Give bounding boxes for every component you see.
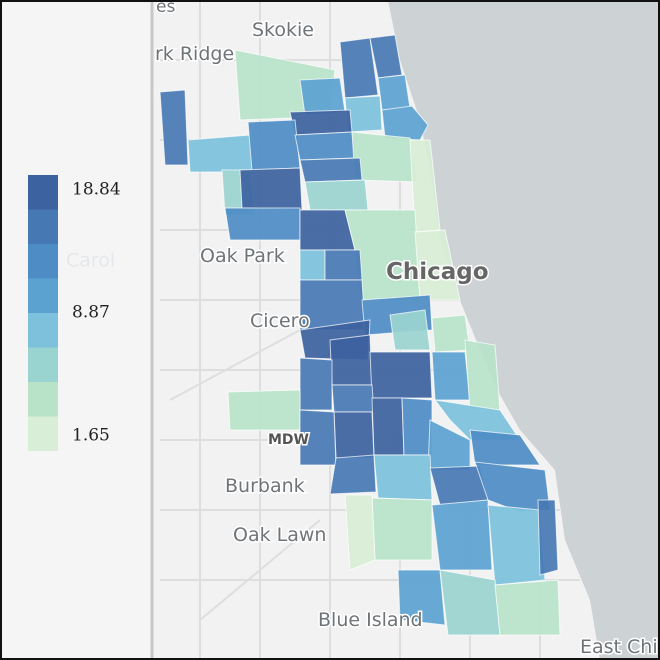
legend-label: 8.87 <box>72 303 110 323</box>
district <box>464 339 501 411</box>
district <box>247 119 301 171</box>
district <box>333 411 375 459</box>
district <box>431 499 493 571</box>
district <box>373 454 433 501</box>
district <box>397 569 446 626</box>
place-label: rk Ridge <box>155 43 234 65</box>
district <box>289 109 353 136</box>
district <box>401 397 433 456</box>
place-label: Oak Park <box>200 245 285 267</box>
legend-swatch <box>28 244 58 279</box>
district <box>299 249 326 281</box>
legend: 18.84 Carol 8.87 1.65 <box>28 175 121 451</box>
legend-swatch <box>28 313 58 348</box>
district <box>431 351 471 401</box>
place-label: MDW <box>268 432 309 448</box>
place-label: Burbank <box>225 475 305 497</box>
district <box>431 314 471 353</box>
district <box>329 454 377 495</box>
legend-label: 1.65 <box>72 426 110 446</box>
districts <box>159 34 561 636</box>
district <box>159 89 189 166</box>
district <box>227 389 301 431</box>
district <box>304 179 369 211</box>
district <box>469 429 541 466</box>
district <box>329 334 373 386</box>
district <box>371 497 433 561</box>
district <box>224 207 301 241</box>
place-label: Oak Lawn <box>233 524 326 546</box>
legend-swatch <box>28 175 58 210</box>
district <box>371 397 405 456</box>
district <box>537 499 559 576</box>
district <box>294 131 356 161</box>
district <box>299 357 333 411</box>
legend-swatch <box>28 347 58 382</box>
legend-label: 18.84 <box>72 180 121 200</box>
place-labels: es Skokie rk Ridge Oak Park Chicago Cicero MDW… <box>154 0 660 660</box>
district <box>331 384 375 413</box>
district <box>487 504 546 586</box>
district <box>381 105 429 141</box>
legend-swatch <box>28 382 58 417</box>
district <box>324 249 363 281</box>
district <box>439 569 501 636</box>
district <box>344 494 376 571</box>
legend-label: Carol <box>66 250 115 272</box>
legend-swatch <box>28 209 58 244</box>
district <box>369 351 433 399</box>
district <box>187 134 256 173</box>
district <box>414 229 461 301</box>
lake <box>388 0 660 660</box>
legend-panel <box>0 0 152 660</box>
district <box>377 74 411 111</box>
place-label: Chicago <box>386 259 489 285</box>
place-label: es <box>156 0 175 17</box>
place-label: Cicero <box>250 310 310 332</box>
district <box>339 37 379 99</box>
place-label: Blue Island <box>318 609 423 631</box>
district <box>299 157 363 183</box>
legend-swatch <box>28 278 58 313</box>
district <box>299 77 346 116</box>
place-label: Skokie <box>252 19 314 41</box>
place-label: East Chi <box>580 636 658 658</box>
district <box>494 579 561 636</box>
district <box>239 167 303 211</box>
legend-swatch <box>28 416 58 451</box>
district <box>389 309 431 351</box>
